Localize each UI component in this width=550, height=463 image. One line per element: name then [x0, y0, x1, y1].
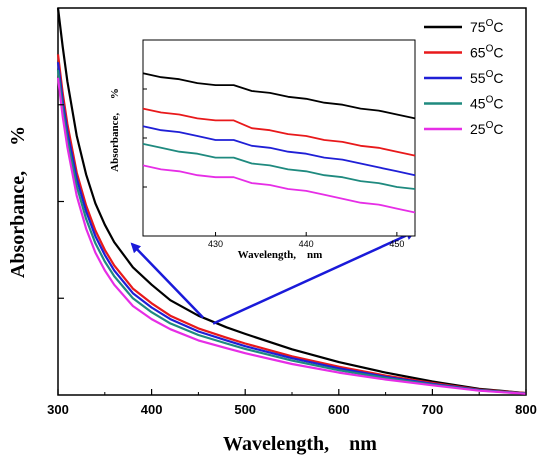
annotation-arrows [130, 230, 416, 325]
inset-series-line-45 [142, 143, 416, 190]
inset-x-tick-label: 450 [389, 239, 404, 249]
inset-series-line-65 [142, 107, 416, 157]
main-series-line-55 [56, 62, 527, 395]
main-x-tick-label: 400 [141, 402, 163, 417]
main-y-ticks [58, 104, 64, 299]
main-series-group [56, 7, 527, 395]
main-x-ticks: 300 400 500 600 700 800 [47, 389, 537, 417]
main-y-axis-label: Absorbance, % [7, 126, 29, 278]
inset-x-tick-label: 440 [299, 239, 314, 249]
legend-label-75: 75OC [470, 18, 503, 35]
main-series-line-45 [56, 69, 527, 395]
main-series-line-75 [56, 7, 527, 395]
inset-y-axis-label: Absorbance, % [109, 88, 121, 172]
inset-series-line-25 [142, 164, 416, 214]
legend-label-45: 45OC [470, 95, 503, 112]
main-x-axis-label: Wavelength, nm [223, 433, 377, 455]
inset-x-tick-label: 430 [208, 239, 223, 249]
main-x-tick-label: 300 [47, 402, 69, 417]
inset-x-axis-label: Wavelength, nm [238, 249, 323, 261]
inset-y-ticks [143, 88, 147, 188]
main-x-tick-label: 800 [515, 402, 537, 417]
legend-label-25: 25OC [470, 120, 503, 137]
inset-series-group [142, 72, 416, 214]
main-series-line-65 [56, 54, 527, 395]
inset-series-line-55 [142, 125, 416, 177]
legend: 75OC 65OC 55OC 45OC 25OC [424, 18, 503, 137]
main-series-line-25 [56, 77, 527, 395]
arrow-to-inset-left [130, 242, 204, 319]
inset-x-ticks: 430 440 450 [208, 232, 404, 249]
main-x-tick-label: 700 [422, 402, 444, 417]
main-x-tick-label: 500 [234, 402, 256, 417]
inset-series-line-75 [142, 72, 416, 120]
inset-background [143, 40, 415, 236]
legend-label-55: 55OC [470, 69, 503, 86]
main-x-tick-label: 600 [328, 402, 350, 417]
arrow-to-inset-right [212, 230, 416, 325]
legend-label-65: 65OC [470, 44, 503, 61]
